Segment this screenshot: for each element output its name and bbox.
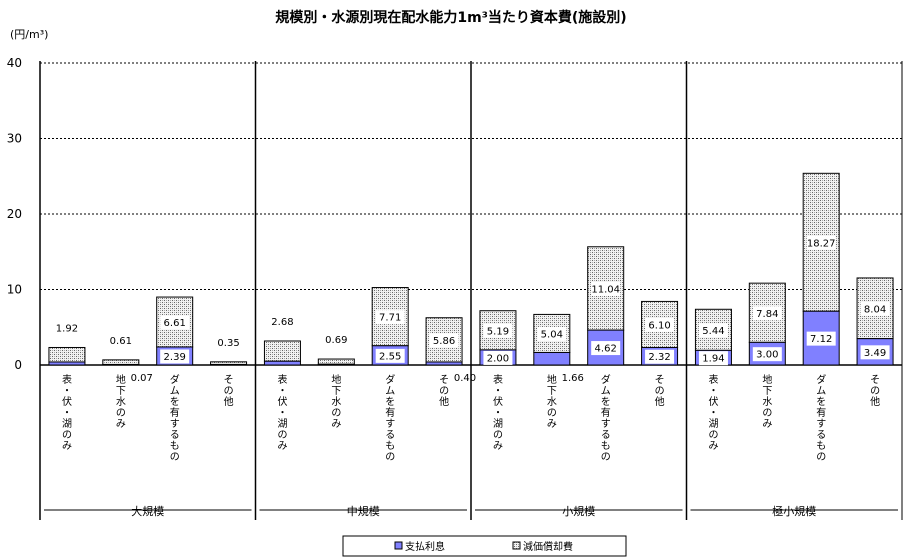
legend-swatch: [394, 541, 403, 550]
category-label: ダムを有するもの: [601, 373, 611, 463]
data-label-depreciation: 5.19: [487, 326, 509, 337]
data-label-depreciation: 5.04: [541, 329, 563, 340]
data-label-interest: 2.39: [164, 352, 186, 363]
category-label: その他: [870, 374, 880, 408]
group-label: 大規模: [131, 504, 164, 518]
category-label: 地下水のみ: [547, 373, 557, 430]
data-label-interest: 4.62: [595, 344, 617, 355]
bar-interest: [425, 361, 463, 366]
category-label: ダムを有するもの: [170, 373, 180, 463]
data-label-depreciation: 18.27: [807, 238, 836, 249]
data-label-depreciation: 0.35: [217, 338, 239, 349]
data-label-bg: [591, 281, 621, 296]
data-label-interest: 3.00: [756, 350, 778, 361]
bar-interest: [317, 363, 355, 366]
data-label-bg: [645, 349, 675, 364]
bar-interest: [533, 351, 571, 366]
legend-box: [342, 535, 627, 557]
y-tick-label: 0: [14, 358, 22, 372]
data-label-interest: 2.00: [487, 353, 509, 364]
data-label-bg: [160, 315, 190, 330]
group-label: 極小規模: [772, 504, 816, 518]
data-label-bg: [483, 323, 513, 338]
chart-title: 規模別・水源別現在配水能力1m³当たり資本費(施設別): [275, 9, 626, 26]
data-label-depreciation: 6.61: [164, 318, 186, 329]
category-label: 表・伏・湖のみ: [62, 373, 72, 452]
data-label-interest: 1.94: [702, 354, 724, 365]
y-tick-label: 10: [7, 283, 22, 297]
category-label: 地下水のみ: [116, 373, 126, 430]
category-label: 地下水のみ: [762, 373, 772, 430]
data-label-depreciation: 6.10: [648, 320, 670, 331]
data-label-interest: 3.49: [864, 348, 886, 359]
data-label-bg: [591, 341, 621, 356]
data-label-bg: [429, 333, 459, 348]
data-label-depreciation: 0.69: [325, 335, 347, 346]
legend-swatch: [512, 541, 521, 550]
data-label-bg: [698, 323, 728, 338]
bar-interest: [48, 361, 86, 366]
category-label: ダムを有するもの: [816, 373, 826, 463]
y-tick-label: 20: [7, 207, 22, 221]
category-label: ダムを有するもの: [385, 373, 395, 463]
category-label: 表・伏・湖のみ: [277, 373, 287, 452]
data-label-bg: [752, 306, 782, 321]
data-label-depreciation: 8.04: [864, 304, 886, 315]
data-label-bg: [860, 345, 890, 360]
data-label-bg: [645, 317, 675, 332]
bar-interest: [102, 363, 140, 366]
legend-entry: 支払利息: [405, 540, 445, 553]
category-label: その他: [224, 374, 234, 408]
legend-entry: 減価償却費: [523, 540, 573, 553]
category-label: 表・伏・湖のみ: [708, 373, 718, 452]
bar-depreciation: [48, 346, 86, 363]
data-label-depreciation: 5.44: [702, 326, 724, 337]
bar-depreciation: [317, 358, 355, 365]
data-label-depreciation: 5.86: [433, 336, 455, 347]
bar-depreciation: [102, 359, 140, 365]
data-labels: 1.92 表・伏・湖のみ 0.61 0.07 地下水のみ 6.61 2.39 ダムを有するもの…: [56, 235, 890, 463]
y-tick-label: 30: [7, 132, 22, 146]
y-tick-label: 40: [7, 56, 22, 70]
category-label: 表・伏・湖のみ: [493, 373, 503, 452]
bar-interest: [263, 360, 301, 366]
data-label-interest: 0.07: [131, 373, 153, 384]
data-label-bg: [483, 350, 513, 365]
data-label-bg: [375, 348, 405, 363]
category-label: その他: [439, 374, 449, 408]
axes: 0 10 20 30 40 大規模 中規模 小規模 極小規模: [7, 56, 903, 520]
group-label: 中規模: [347, 504, 380, 518]
data-label-bg: [160, 349, 190, 364]
data-label-interest: 1.66: [562, 373, 584, 384]
data-label-bg: [752, 347, 782, 362]
data-label-depreciation: 2.68: [271, 317, 293, 328]
data-label-interest: 2.32: [648, 352, 670, 363]
data-label-depreciation: 7.84: [756, 309, 778, 320]
data-label-bg: [806, 235, 836, 250]
data-label-bg: [806, 331, 836, 346]
group-label: 小規模: [562, 504, 595, 518]
data-label-bg: [860, 301, 890, 316]
data-label-bg: [698, 351, 728, 366]
data-label-depreciation: 0.61: [110, 336, 132, 347]
data-label-depreciation: 11.04: [591, 284, 620, 295]
data-label-bg: [537, 326, 567, 341]
data-label-interest: 0.40: [454, 373, 476, 384]
data-label-interest: 7.12: [810, 334, 832, 345]
data-label-depreciation: 7.71: [379, 313, 401, 324]
bar-interest: [210, 363, 248, 366]
data-label-interest: 2.55: [379, 351, 401, 362]
data-label-bg: [375, 310, 405, 325]
y-unit-label: (円/m³): [10, 28, 48, 41]
category-label: 地下水のみ: [331, 373, 341, 430]
legend: 支払利息 減価償却費: [342, 535, 627, 557]
category-label: その他: [655, 374, 665, 408]
bar-depreciation: [263, 340, 301, 362]
data-label-depreciation: 1.92: [56, 323, 78, 334]
